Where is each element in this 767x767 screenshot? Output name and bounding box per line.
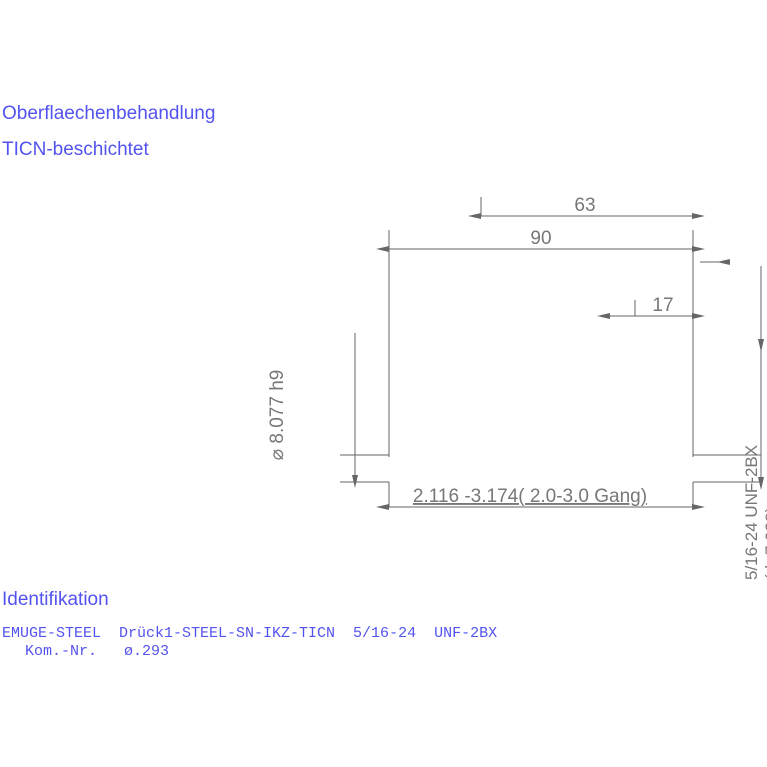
svg-text:63: 63 bbox=[574, 195, 595, 216]
svg-text:⌀ 8.077 h9: ⌀ 8.077 h9 bbox=[267, 370, 288, 461]
svg-text:2.116 -3.174( 2.0-3.0 Gang): 2.116 -3.174( 2.0-3.0 Gang) bbox=[413, 486, 647, 507]
svg-text:17: 17 bbox=[652, 295, 673, 316]
svg-text:90: 90 bbox=[530, 228, 551, 249]
